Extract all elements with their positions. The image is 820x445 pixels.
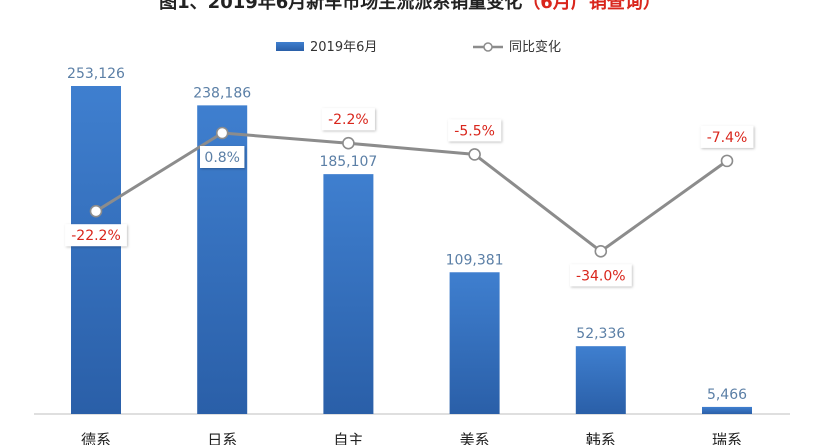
bar-3: [323, 174, 374, 414]
yoy-label-1: -22.2%: [71, 228, 121, 244]
yoy-label-6: -7.4%: [707, 130, 748, 146]
yoy-label-box-3: [321, 108, 375, 131]
bar-5: [575, 346, 626, 414]
legend: 2019年6月 同比变化: [276, 39, 561, 55]
x-tick-label-5: 韩系: [586, 431, 616, 445]
bar-1: [71, 86, 121, 414]
yoy-label-4: -5.5%: [454, 123, 495, 139]
yoy-point-2: [215, 126, 229, 140]
bar-6: [702, 406, 752, 414]
chart-title: 图1、2019年6月新车市场主流派系销量变化（6月广销查询）: [159, 0, 661, 13]
yoy-label-box-4: [448, 119, 502, 142]
yoy-point-1: [89, 204, 103, 218]
yoy-change-line: [95, 131, 728, 253]
x-axis-labels: 德系 日系 自主 美系 韩系 瑞系: [81, 431, 742, 445]
bar-value-label-2: 238,186: [193, 85, 251, 101]
bar-value-label-3: 185,107: [319, 154, 377, 170]
bar-value-label-6: 5,466: [707, 387, 747, 403]
bar-value-label-5: 52,336: [576, 326, 625, 342]
x-tick-label-4: 美系: [460, 431, 490, 445]
bar-value-label-4: 109,381: [446, 252, 504, 268]
yoy-point-3: [342, 136, 355, 150]
legend-line-label: 同比变化: [509, 39, 561, 55]
yoy-point-4: [468, 148, 481, 161]
legend-line-marker: [483, 42, 493, 52]
yoy-label-box-6: [700, 125, 754, 148]
yoy-label-5: -34.0%: [576, 268, 626, 284]
bar-series: 253,126 238,186 185,107 109,381 52,336 5,466: [67, 66, 752, 414]
legend-bar-label: 2019年6月: [310, 40, 377, 55]
bar-4: [449, 272, 500, 414]
line-series: -22.2% 0.8% -2.2% -5.5% -34.0% -7.4%: [65, 108, 754, 287]
yoy-point-5: [594, 245, 608, 258]
yoy-point-6: [720, 154, 734, 168]
yoy-label-3: -2.2%: [328, 112, 369, 128]
x-tick-label-3: 自主: [333, 431, 363, 445]
legend-bar-swatch: [276, 42, 304, 51]
bar-value-label-1: 253,126: [67, 66, 125, 82]
yoy-label-box-1: [65, 224, 127, 247]
x-tick-label-6: 瑞系: [712, 431, 742, 445]
yoy-label-2: 0.8%: [204, 150, 240, 166]
x-tick-label-2: 日系: [207, 431, 237, 445]
x-tick-label-1: 德系: [81, 431, 111, 445]
yoy-label-box-2: [200, 146, 245, 168]
yoy-label-box-5: [570, 264, 632, 287]
